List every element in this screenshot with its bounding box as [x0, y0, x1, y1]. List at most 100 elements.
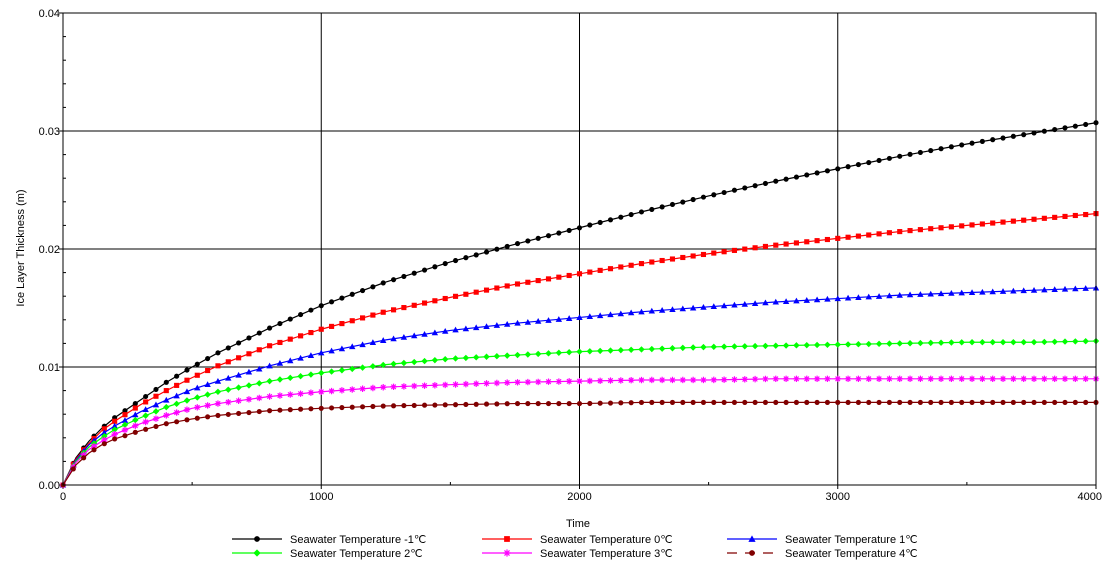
series-lines	[59, 120, 1100, 489]
data-point	[948, 375, 955, 382]
data-point	[679, 376, 686, 384]
data-point	[907, 228, 913, 234]
data-point	[442, 381, 449, 389]
data-point	[442, 356, 449, 363]
data-point	[184, 377, 190, 383]
data-point	[813, 375, 821, 382]
data-point	[90, 443, 98, 450]
data-point	[225, 398, 232, 406]
data-point	[204, 402, 211, 409]
data-point	[215, 363, 221, 369]
data-point	[1082, 285, 1089, 291]
plot-frame	[62, 12, 1097, 486]
data-point	[928, 399, 934, 405]
data-point	[183, 388, 191, 395]
data-point	[793, 297, 800, 304]
data-point	[276, 376, 284, 383]
data-point	[256, 394, 263, 402]
data-point	[855, 341, 862, 348]
data-point	[865, 293, 872, 300]
data-point	[752, 183, 758, 189]
data-point	[814, 238, 820, 244]
data-point	[751, 342, 759, 350]
data-point	[1041, 375, 1048, 382]
data-point	[1000, 135, 1006, 141]
data-point	[1041, 338, 1048, 346]
data-point	[287, 357, 294, 364]
data-point	[658, 345, 666, 352]
data-point	[152, 401, 160, 408]
data-point	[1030, 287, 1038, 293]
data-point	[596, 312, 604, 319]
data-point	[183, 397, 191, 404]
data-point	[112, 418, 118, 424]
data-point	[411, 332, 418, 339]
data-point	[545, 350, 552, 357]
data-point	[214, 377, 222, 384]
data-point	[329, 405, 335, 411]
data-point	[989, 375, 996, 382]
data-point	[638, 399, 645, 406]
data-point	[649, 259, 655, 265]
data-point	[721, 189, 727, 196]
data-point	[452, 326, 459, 333]
data-point	[1020, 375, 1027, 382]
data-point	[494, 246, 500, 252]
data-point	[751, 375, 759, 383]
data-point	[256, 409, 262, 415]
data-point	[669, 306, 676, 313]
data-point	[844, 341, 852, 348]
data-point	[493, 322, 501, 328]
data-point	[504, 401, 510, 407]
data-point	[534, 350, 542, 358]
data-point	[173, 392, 180, 399]
data-point	[111, 431, 118, 438]
data-point	[1021, 399, 1027, 405]
data-point	[338, 345, 346, 352]
data-point	[969, 399, 975, 405]
data-point	[503, 352, 511, 359]
y-tick-label: 0.04	[39, 8, 60, 20]
data-point	[401, 273, 407, 279]
data-point	[391, 403, 397, 409]
data-point	[938, 225, 944, 231]
data-point	[1072, 285, 1079, 292]
y-tick-label: 0.03	[39, 126, 60, 138]
data-point	[968, 339, 976, 346]
data-point	[566, 401, 572, 407]
data-point	[329, 323, 335, 329]
data-point	[1010, 218, 1016, 224]
data-point	[576, 225, 583, 231]
data-point	[1082, 338, 1089, 345]
data-point	[473, 401, 479, 407]
data-point	[266, 377, 273, 385]
data-point	[1062, 125, 1068, 131]
data-point	[401, 403, 407, 409]
data-point	[927, 375, 934, 382]
data-point	[783, 399, 789, 405]
data-point	[876, 231, 882, 237]
data-point	[824, 375, 831, 382]
data-point	[514, 241, 521, 247]
data-point	[462, 325, 470, 332]
data-point	[711, 192, 717, 198]
data-point	[928, 226, 934, 232]
data-point	[1020, 339, 1027, 346]
data-point	[721, 249, 727, 255]
data-point	[452, 258, 459, 264]
data-point	[173, 409, 180, 416]
data-point	[204, 381, 211, 388]
data-point	[979, 288, 986, 295]
data-point	[813, 296, 821, 303]
data-point	[773, 399, 779, 405]
data-point	[545, 276, 552, 282]
data-point	[1052, 126, 1058, 133]
legend-item: Seawater Temperature 2℃	[232, 548, 423, 560]
data-point	[990, 220, 996, 226]
data-point	[886, 399, 892, 405]
data-point	[1062, 213, 1068, 219]
data-point	[380, 384, 387, 391]
data-point	[793, 174, 799, 180]
data-point	[875, 340, 883, 348]
data-point	[999, 288, 1007, 294]
